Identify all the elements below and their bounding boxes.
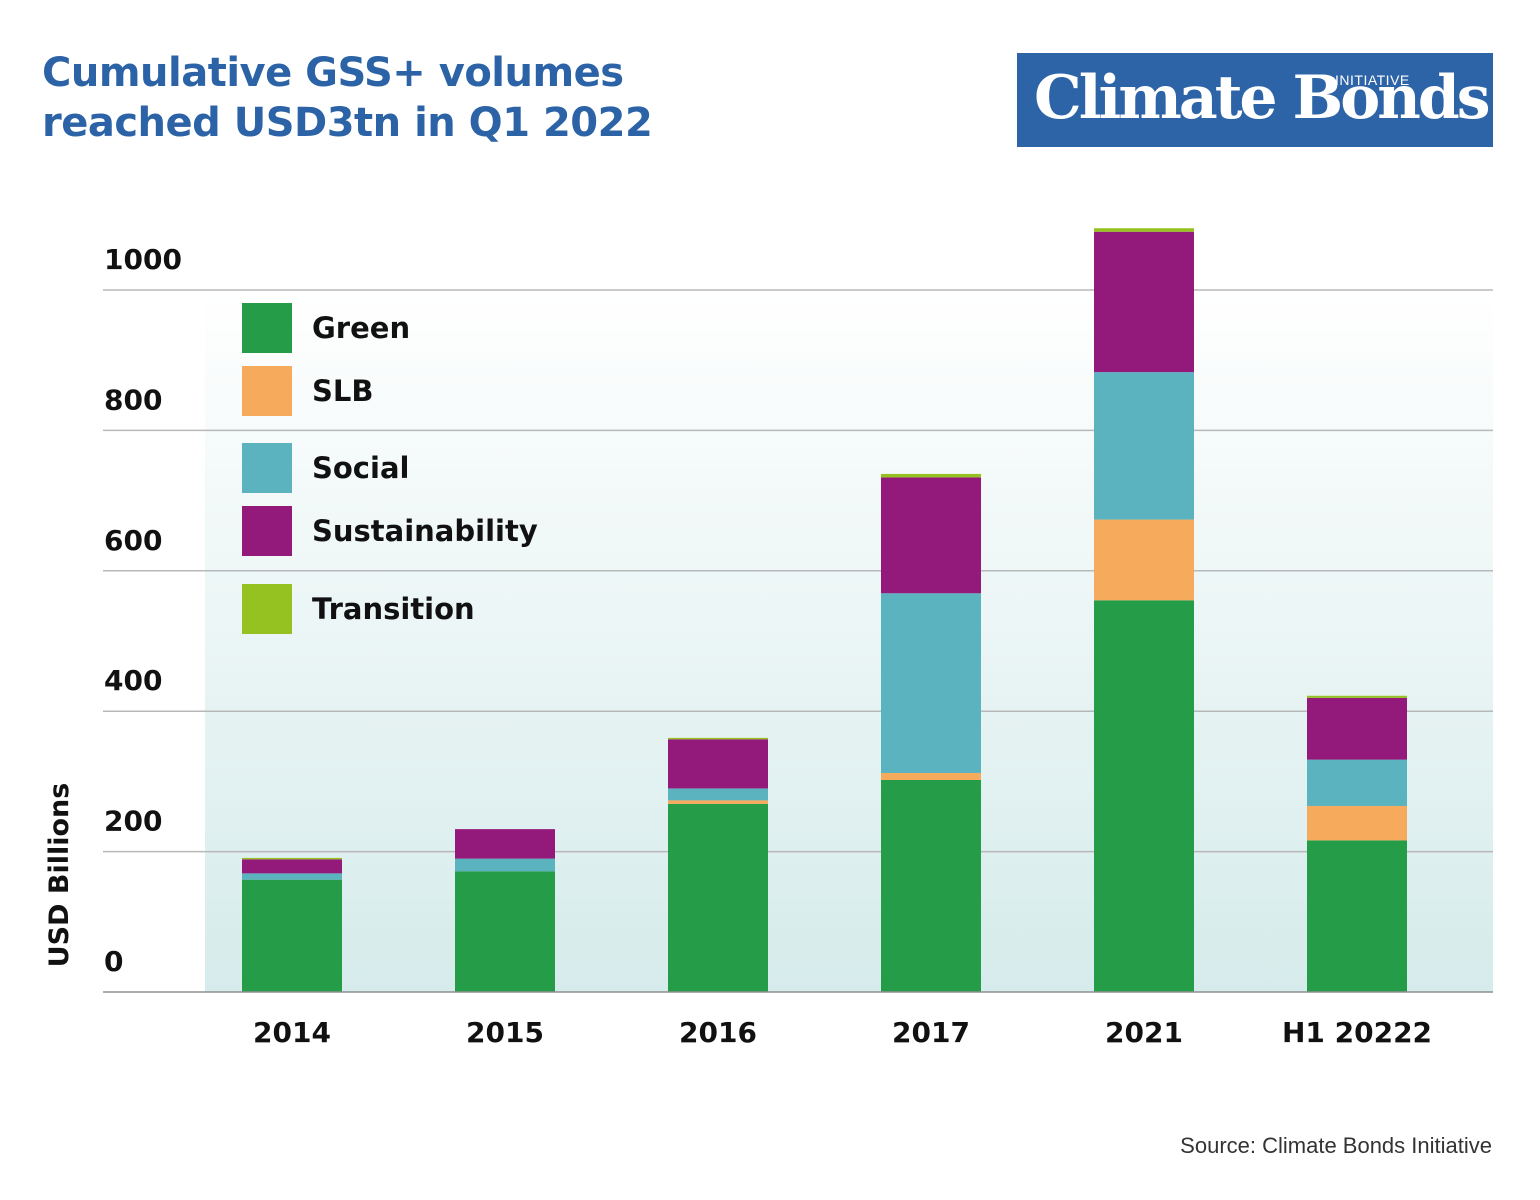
logo-text: Climate Bonds (1034, 63, 1491, 133)
x-tick-label: H1 20222 (1282, 1016, 1432, 1049)
legend-label: Transition (312, 592, 475, 626)
plot-background (205, 290, 1493, 992)
y-tick-label: 400 (104, 664, 162, 697)
bar-segment-social (1307, 759, 1407, 806)
bar-segment-slb (881, 772, 981, 780)
title-line-2: reached USD3tn in Q1 2022 (42, 100, 653, 146)
bar-segment-social (242, 873, 342, 880)
y-axis-label: USD Billions (44, 783, 75, 968)
legend: Green SLB Social Sustainability Transition (242, 303, 538, 634)
y-tick-label: 1000 (104, 243, 182, 276)
logo-subtext: INITIATIVE (1335, 72, 1410, 88)
legend-label: Sustainability (312, 514, 538, 548)
x-tick-label: 2021 (1105, 1016, 1183, 1049)
source-note: Source: Climate Bonds Initiative (1180, 1133, 1492, 1158)
bar-segment-transition (242, 857, 342, 860)
x-tick-label: 2017 (892, 1016, 970, 1049)
bar-segment-social (1094, 372, 1194, 520)
x-tick-labels: 2014 2015 2016 2017 2021 H1 20222 (253, 1016, 1432, 1049)
legend-swatch (242, 303, 292, 353)
chart-title: Cumulative GSS+ volumes reached USD3tn i… (42, 48, 653, 148)
y-tick-label: 200 (104, 805, 162, 838)
bar-segment-sustainability (1094, 231, 1194, 373)
bar-segment-transition (881, 473, 981, 478)
bar-segment-green (455, 871, 555, 992)
bar-segment-green (668, 803, 768, 992)
bar-segment-green (1094, 600, 1194, 992)
climate-bonds-logo: Climate Bonds INITIATIVE (1017, 53, 1493, 147)
bar-segment-slb (1307, 805, 1407, 841)
legend-swatch (242, 506, 292, 556)
legend-swatch (242, 443, 292, 493)
y-tick-label: 600 (104, 524, 162, 557)
legend-swatch (242, 366, 292, 416)
bar-segment-sustainability (242, 859, 342, 874)
legend-label: SLB (312, 374, 373, 408)
bar-segment-sustainability (455, 829, 555, 859)
bar-segment-slb (668, 800, 768, 804)
x-tick-label: 2014 (253, 1016, 331, 1049)
bar-segment-green (1307, 840, 1407, 992)
legend-label: Social (312, 451, 409, 485)
bar-segment-social (668, 788, 768, 801)
x-tick-label: 2016 (679, 1016, 757, 1049)
bar-segment-social (455, 858, 555, 872)
bar-segment-sustainability (668, 739, 768, 789)
y-tick-label: 0 (104, 945, 123, 978)
y-tick-labels: 0 200 400 600 800 1000 (104, 243, 182, 978)
bar-segment-transition (1094, 228, 1194, 232)
y-tick-label: 800 (104, 383, 162, 416)
x-tick-label: 2015 (466, 1016, 544, 1049)
legend-swatch (242, 584, 292, 634)
bar-segment-sustainability (1307, 697, 1407, 760)
bars (242, 228, 1407, 992)
bar-segment-sustainability (881, 477, 981, 594)
gridlines (103, 289, 1493, 853)
bar-segment-slb (1094, 519, 1194, 601)
legend-label: Green (312, 311, 410, 345)
bar-segment-green (242, 879, 342, 992)
bar-segment-social (881, 593, 981, 773)
bar-segment-transition (668, 737, 768, 740)
bar-segment-green (881, 779, 981, 992)
bar-segment-transition (1307, 695, 1407, 698)
title-line-1: Cumulative GSS+ volumes (42, 50, 624, 96)
